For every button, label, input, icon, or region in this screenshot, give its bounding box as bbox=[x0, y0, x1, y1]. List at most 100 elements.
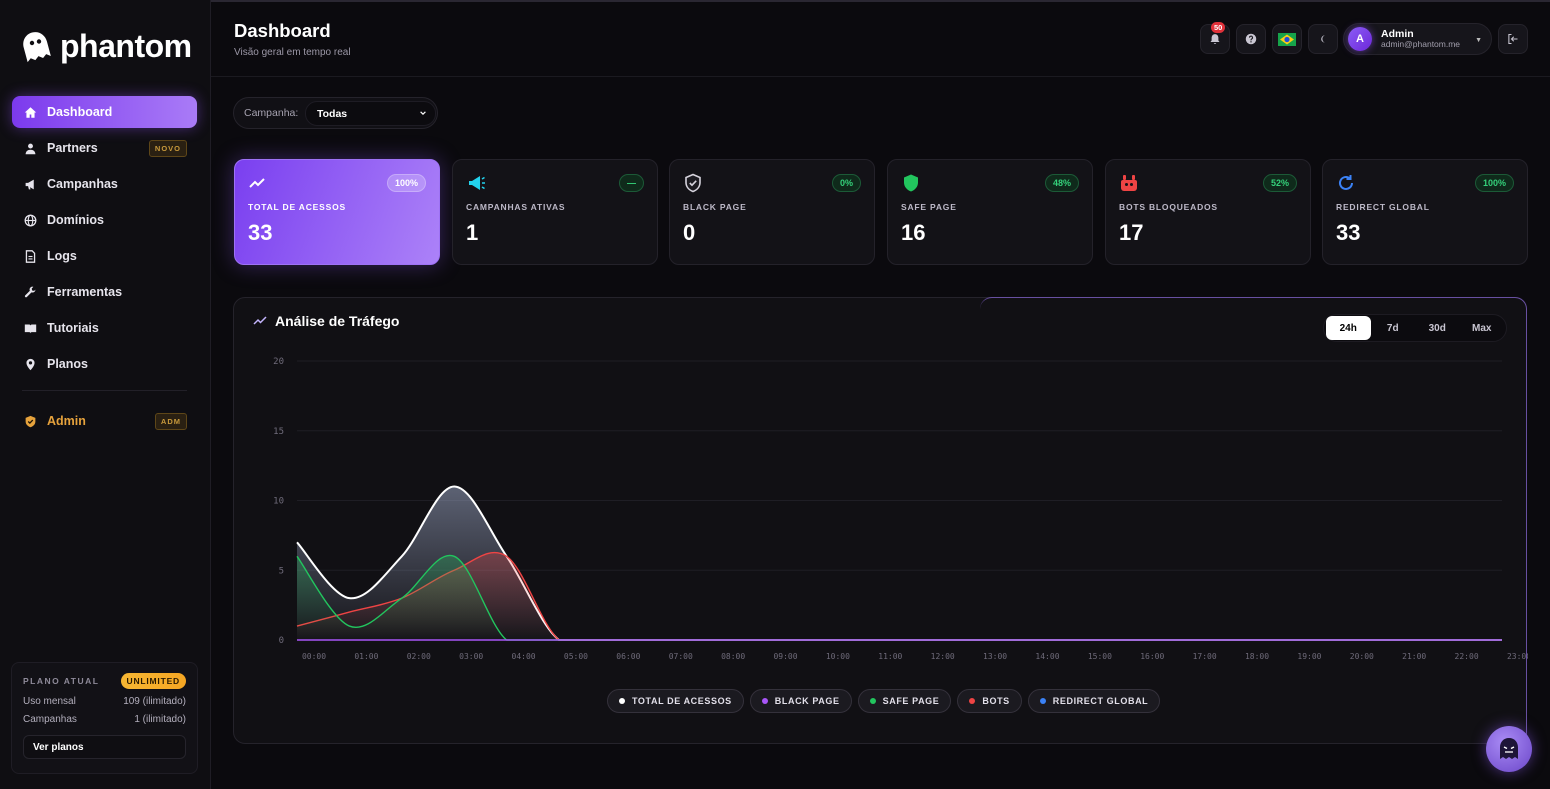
x-tick-label: 13:00 bbox=[983, 652, 1007, 661]
stat-percent: — bbox=[619, 174, 644, 192]
stat-percent: 100% bbox=[386, 174, 426, 192]
x-tick-label: 03:00 bbox=[459, 652, 483, 661]
stat-label: BLACK PAGE bbox=[683, 202, 747, 212]
stat-card-black-page[interactable]: 0% BLACK PAGE 0 bbox=[669, 159, 875, 265]
sidebar-item-admin[interactable]: Admin ADM bbox=[12, 405, 197, 437]
x-tick-label: 09:00 bbox=[773, 652, 797, 661]
trend-icon bbox=[249, 178, 265, 188]
campaign-filter-label: Campanha: bbox=[244, 107, 299, 119]
book-icon bbox=[24, 323, 37, 333]
sidebar-item-campanhas[interactable]: Campanhas bbox=[12, 168, 197, 200]
stat-card-total[interactable]: 100% TOTAL DE ACESSOS 33 bbox=[234, 159, 440, 265]
stat-card-campaigns[interactable]: — CAMPANHAS ATIVAS 1 bbox=[452, 159, 658, 265]
stat-label: SAFE PAGE bbox=[901, 202, 957, 212]
campaign-filter: Campanha: Todas bbox=[233, 97, 438, 129]
plan-usage-row: Uso mensal 109 (ilimitado) bbox=[23, 696, 186, 707]
range-7d[interactable]: 7d bbox=[1386, 322, 1399, 334]
sidebar-item-ferramentas[interactable]: Ferramentas bbox=[12, 276, 197, 308]
legend-label: TOTAL DE ACESSOS bbox=[632, 696, 732, 706]
notifications-button[interactable]: 50 bbox=[1200, 22, 1230, 54]
page-title: Dashboard bbox=[234, 20, 331, 41]
x-tick-label: 12:00 bbox=[931, 652, 955, 661]
legend-item-redirect[interactable]: REDIRECT GLOBAL bbox=[1027, 689, 1161, 713]
range-24h[interactable]: 24h bbox=[1326, 316, 1371, 340]
legend-item-safe-page[interactable]: SAFE PAGE bbox=[857, 689, 952, 713]
x-tick-label: 22:00 bbox=[1455, 652, 1479, 661]
see-plans-button[interactable]: Ver planos bbox=[23, 735, 186, 759]
file-icon bbox=[25, 249, 36, 263]
shield-icon bbox=[25, 415, 36, 427]
sidebar: phantom Dashboard Partners NOVO Campanha… bbox=[0, 0, 211, 789]
sidebar-item-logs[interactable]: Logs bbox=[12, 240, 197, 272]
theme-toggle-button[interactable] bbox=[1308, 24, 1338, 54]
stat-value: 1 bbox=[466, 220, 479, 245]
x-tick-label: 01:00 bbox=[354, 652, 378, 661]
sidebar-item-planos[interactable]: Planos bbox=[12, 348, 197, 380]
plan-row-value: 1 (ilimitado) bbox=[134, 714, 186, 725]
legend-label: REDIRECT GLOBAL bbox=[1052, 696, 1149, 706]
series-area bbox=[297, 555, 1502, 640]
language-button[interactable] bbox=[1272, 24, 1302, 54]
sidebar-item-dashboard[interactable]: Dashboard bbox=[12, 96, 197, 128]
range-30d[interactable]: 30d bbox=[1428, 322, 1446, 334]
legend-item-total[interactable]: TOTAL DE ACESSOS bbox=[607, 689, 744, 713]
stat-value: 33 bbox=[248, 220, 273, 245]
y-tick-label: 10 bbox=[273, 497, 284, 507]
notification-count: 50 bbox=[1211, 22, 1226, 33]
new-badge: NOVO bbox=[148, 139, 187, 157]
x-tick-label: 23:00 bbox=[1507, 652, 1528, 661]
sidebar-item-label: Domínios bbox=[47, 213, 104, 227]
sidebar-item-partners[interactable]: Partners NOVO bbox=[12, 132, 197, 164]
admin-badge: ADM bbox=[154, 412, 187, 430]
panel-title: Análise de Tráfego bbox=[253, 313, 399, 329]
bot-icon bbox=[1121, 175, 1137, 191]
chart-legend: TOTAL DE ACESSOS BLACK PAGE SAFE PAGE BO… bbox=[607, 689, 1161, 713]
logout-button[interactable] bbox=[1498, 24, 1528, 54]
plan-card: PLANO ATUAL UNLIMITED Uso mensal 109 (il… bbox=[11, 662, 198, 774]
time-range-selector: 24h 7d 30d Max bbox=[1323, 314, 1507, 342]
x-tick-label: 14:00 bbox=[1035, 652, 1059, 661]
campaign-select[interactable]: Todas bbox=[305, 101, 436, 126]
stat-percent: 0% bbox=[831, 174, 861, 192]
sidebar-item-label: Ferramentas bbox=[47, 285, 123, 299]
x-tick-label: 21:00 bbox=[1402, 652, 1426, 661]
stat-label: TOTAL DE ACESSOS bbox=[248, 202, 346, 212]
sidebar-item-label: Admin bbox=[47, 414, 86, 428]
chevron-down-icon bbox=[420, 111, 426, 116]
legend-dot bbox=[869, 698, 876, 704]
sidebar-item-tutoriais[interactable]: Tutoriais bbox=[12, 312, 197, 344]
x-tick-label: 08:00 bbox=[721, 652, 745, 661]
legend-dot bbox=[969, 698, 976, 704]
sidebar-item-dominios[interactable]: Domínios bbox=[12, 204, 197, 236]
stat-value: 17 bbox=[1119, 220, 1144, 245]
stat-card-safe-page[interactable]: 48% SAFE PAGE 16 bbox=[887, 159, 1093, 265]
x-tick-label: 06:00 bbox=[616, 652, 640, 661]
plan-campaigns-row: Campanhas 1 (ilimitado) bbox=[23, 714, 186, 725]
stat-card-bots[interactable]: 52% BOTS BLOQUEADOS 17 bbox=[1105, 159, 1311, 265]
traffic-chart: 0 5 10 15 20 00:00 01:00 02:00 03:00 04:00 05:00 06… bbox=[273, 357, 1528, 661]
x-tick-label: 02:00 bbox=[407, 652, 431, 661]
legend-item-bots[interactable]: BOTS bbox=[957, 689, 1022, 713]
assistant-button[interactable] bbox=[1486, 726, 1532, 772]
legend-item-black-page[interactable]: BLACK PAGE bbox=[749, 689, 852, 713]
stat-value: 33 bbox=[1336, 220, 1361, 245]
stat-label: REDIRECT GLOBAL bbox=[1336, 202, 1430, 212]
help-button[interactable] bbox=[1236, 24, 1266, 54]
stat-card-redirect[interactable]: 100% REDIRECT GLOBAL 33 bbox=[1322, 159, 1528, 265]
x-tick-label: 07:00 bbox=[669, 652, 693, 661]
legend-label: BLACK PAGE bbox=[774, 696, 840, 706]
bell-icon bbox=[1210, 34, 1220, 45]
plan-row-value: 109 (ilimitado) bbox=[123, 696, 186, 707]
stat-label: CAMPANHAS ATIVAS bbox=[466, 202, 566, 212]
sidebar-item-label: Tutoriais bbox=[47, 321, 99, 335]
stat-label: BOTS BLOQUEADOS bbox=[1119, 202, 1218, 212]
user-name: Admin bbox=[1381, 28, 1414, 41]
range-max[interactable]: Max bbox=[1472, 322, 1492, 334]
campaign-select-value: Todas bbox=[317, 107, 348, 120]
user-menu[interactable]: A Admin admin@phantom.me ▼ bbox=[1343, 23, 1492, 55]
brand-logo[interactable]: phantom bbox=[18, 28, 192, 65]
wrench-icon bbox=[24, 286, 36, 297]
legend-label: SAFE PAGE bbox=[882, 696, 940, 706]
y-tick-label: 5 bbox=[279, 566, 284, 576]
top-border bbox=[0, 0, 1550, 2]
